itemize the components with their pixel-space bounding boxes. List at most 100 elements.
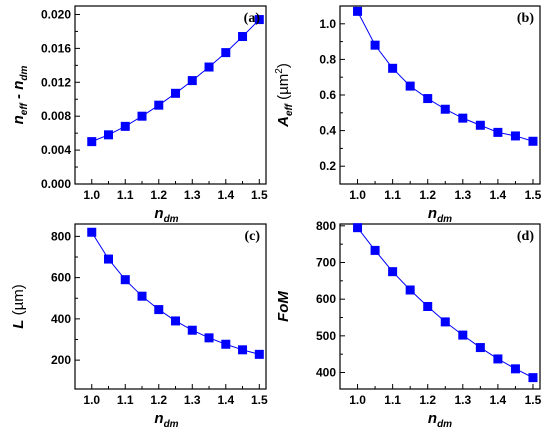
data-point (370, 245, 380, 255)
y-tick-label: 0.2 (319, 159, 336, 173)
x-tick-label: 1.2 (419, 393, 436, 407)
panel-d: 1.0 1.1 1.2 1.3 1.4 1.5 400 500 600 700 800 (d) ndm F… (275, 219, 542, 430)
data-point (187, 76, 197, 86)
data-point (87, 137, 97, 147)
data-point (528, 136, 538, 146)
data-point (137, 111, 147, 121)
panel-c: 1.0 1.1 1.2 1.3 1.4 1.5 200 400 600 800 (c) ndm L (µ… (10, 223, 268, 430)
data-point (87, 227, 97, 237)
data-point (388, 267, 398, 277)
data-point (510, 364, 520, 374)
x-tick-label: 1.3 (454, 393, 471, 407)
y-tick-label: 700 (316, 256, 336, 270)
data-point (254, 15, 264, 25)
plot-frame (74, 5, 267, 185)
data-point (493, 354, 503, 364)
y-tick-label: 800 (51, 229, 71, 243)
y-tick-label: 0.4 (319, 124, 336, 138)
series-line (91, 231, 260, 355)
y-tick-label: 1.0 (319, 17, 336, 31)
x-tick-label: 1.4 (217, 393, 234, 407)
x-tick-label: 1.5 (251, 393, 268, 407)
x-tick-label: 1.4 (490, 188, 507, 202)
data-point (423, 94, 433, 104)
data-point (493, 127, 503, 137)
panel-label: (c) (244, 229, 260, 244)
x-tick-label: 1.4 (217, 188, 234, 202)
x-tick-label: 1.3 (184, 393, 201, 407)
plot-frame (339, 223, 541, 390)
x-tick-label: 1.4 (490, 393, 507, 407)
data-point (137, 291, 147, 301)
y-tick-label: 200 (51, 353, 71, 367)
data-point (221, 48, 231, 58)
data-point (423, 302, 433, 311)
x-tick-label: 1.3 (454, 188, 471, 202)
data-point (238, 32, 248, 42)
y-tick-label: 600 (51, 271, 71, 285)
data-point (440, 104, 450, 114)
x-tick-label: 1.0 (83, 393, 100, 407)
x-tick-label: 1.1 (384, 188, 401, 202)
data-point (353, 6, 363, 16)
panel-a: 1.0 1.1 1.2 1.3 1.4 1.5 0.000 0.004 0.008 0.012 0.… (10, 5, 268, 225)
y-tick-label: 0.020 (41, 7, 71, 21)
data-point (353, 223, 363, 233)
x-tick-label: 1.2 (419, 188, 436, 202)
data-point (120, 121, 130, 131)
plot-frame (74, 223, 267, 390)
series-line (91, 19, 260, 143)
y-tick-label: 400 (316, 366, 336, 380)
y-axis-label: L (µm) (10, 284, 27, 328)
data-point (120, 275, 130, 285)
x-tick-label: 1.2 (150, 393, 167, 407)
data-point (154, 100, 164, 110)
data-point (440, 317, 450, 327)
data-point (171, 316, 181, 326)
data-point (171, 88, 181, 98)
y-tick-label: 600 (316, 292, 336, 306)
data-point (458, 113, 468, 123)
x-tick-label: 1.1 (117, 393, 134, 407)
plot-frame (339, 5, 541, 185)
data-point (221, 339, 231, 349)
y-tick-label: 0.016 (41, 41, 71, 55)
data-point (204, 333, 214, 343)
data-point (370, 40, 380, 50)
data-point (254, 349, 264, 359)
data-point (104, 254, 114, 264)
y-tick-label: 0.008 (41, 109, 71, 123)
data-point (510, 131, 520, 141)
data-point (104, 130, 114, 140)
x-tick-label: 1.0 (349, 188, 366, 202)
y-axis-label: Aeff (µm2) (274, 63, 295, 128)
x-axis-label: ndm (154, 205, 178, 225)
data-point (405, 81, 415, 91)
y-axis-label: neff - ndm (10, 66, 30, 125)
y-axis-label: FoM (275, 291, 292, 322)
y-tick-label: 0.000 (41, 177, 71, 191)
panel-label: (d) (517, 229, 534, 244)
x-tick-label: 1.0 (349, 393, 366, 407)
x-axis-label: ndm (428, 205, 452, 225)
data-point (154, 305, 164, 315)
series-line (357, 227, 534, 379)
data-point (458, 330, 468, 340)
panel-label: (b) (517, 11, 534, 26)
data-point (475, 343, 485, 353)
x-axis-label: ndm (154, 410, 178, 430)
y-tick-label: 500 (316, 329, 336, 343)
panel-label: (a) (244, 11, 261, 26)
x-axis-label: ndm (428, 410, 452, 430)
x-tick-label: 1.0 (83, 188, 100, 202)
x-tick-label: 1.1 (384, 393, 401, 407)
x-tick-label: 1.2 (150, 188, 167, 202)
y-tick-label: 0.012 (41, 75, 71, 89)
x-tick-label: 1.5 (251, 188, 268, 202)
data-point (187, 325, 197, 335)
x-tick-label: 1.1 (117, 188, 134, 202)
x-tick-label: 1.5 (525, 188, 542, 202)
data-point (405, 285, 415, 295)
data-point (238, 345, 248, 355)
